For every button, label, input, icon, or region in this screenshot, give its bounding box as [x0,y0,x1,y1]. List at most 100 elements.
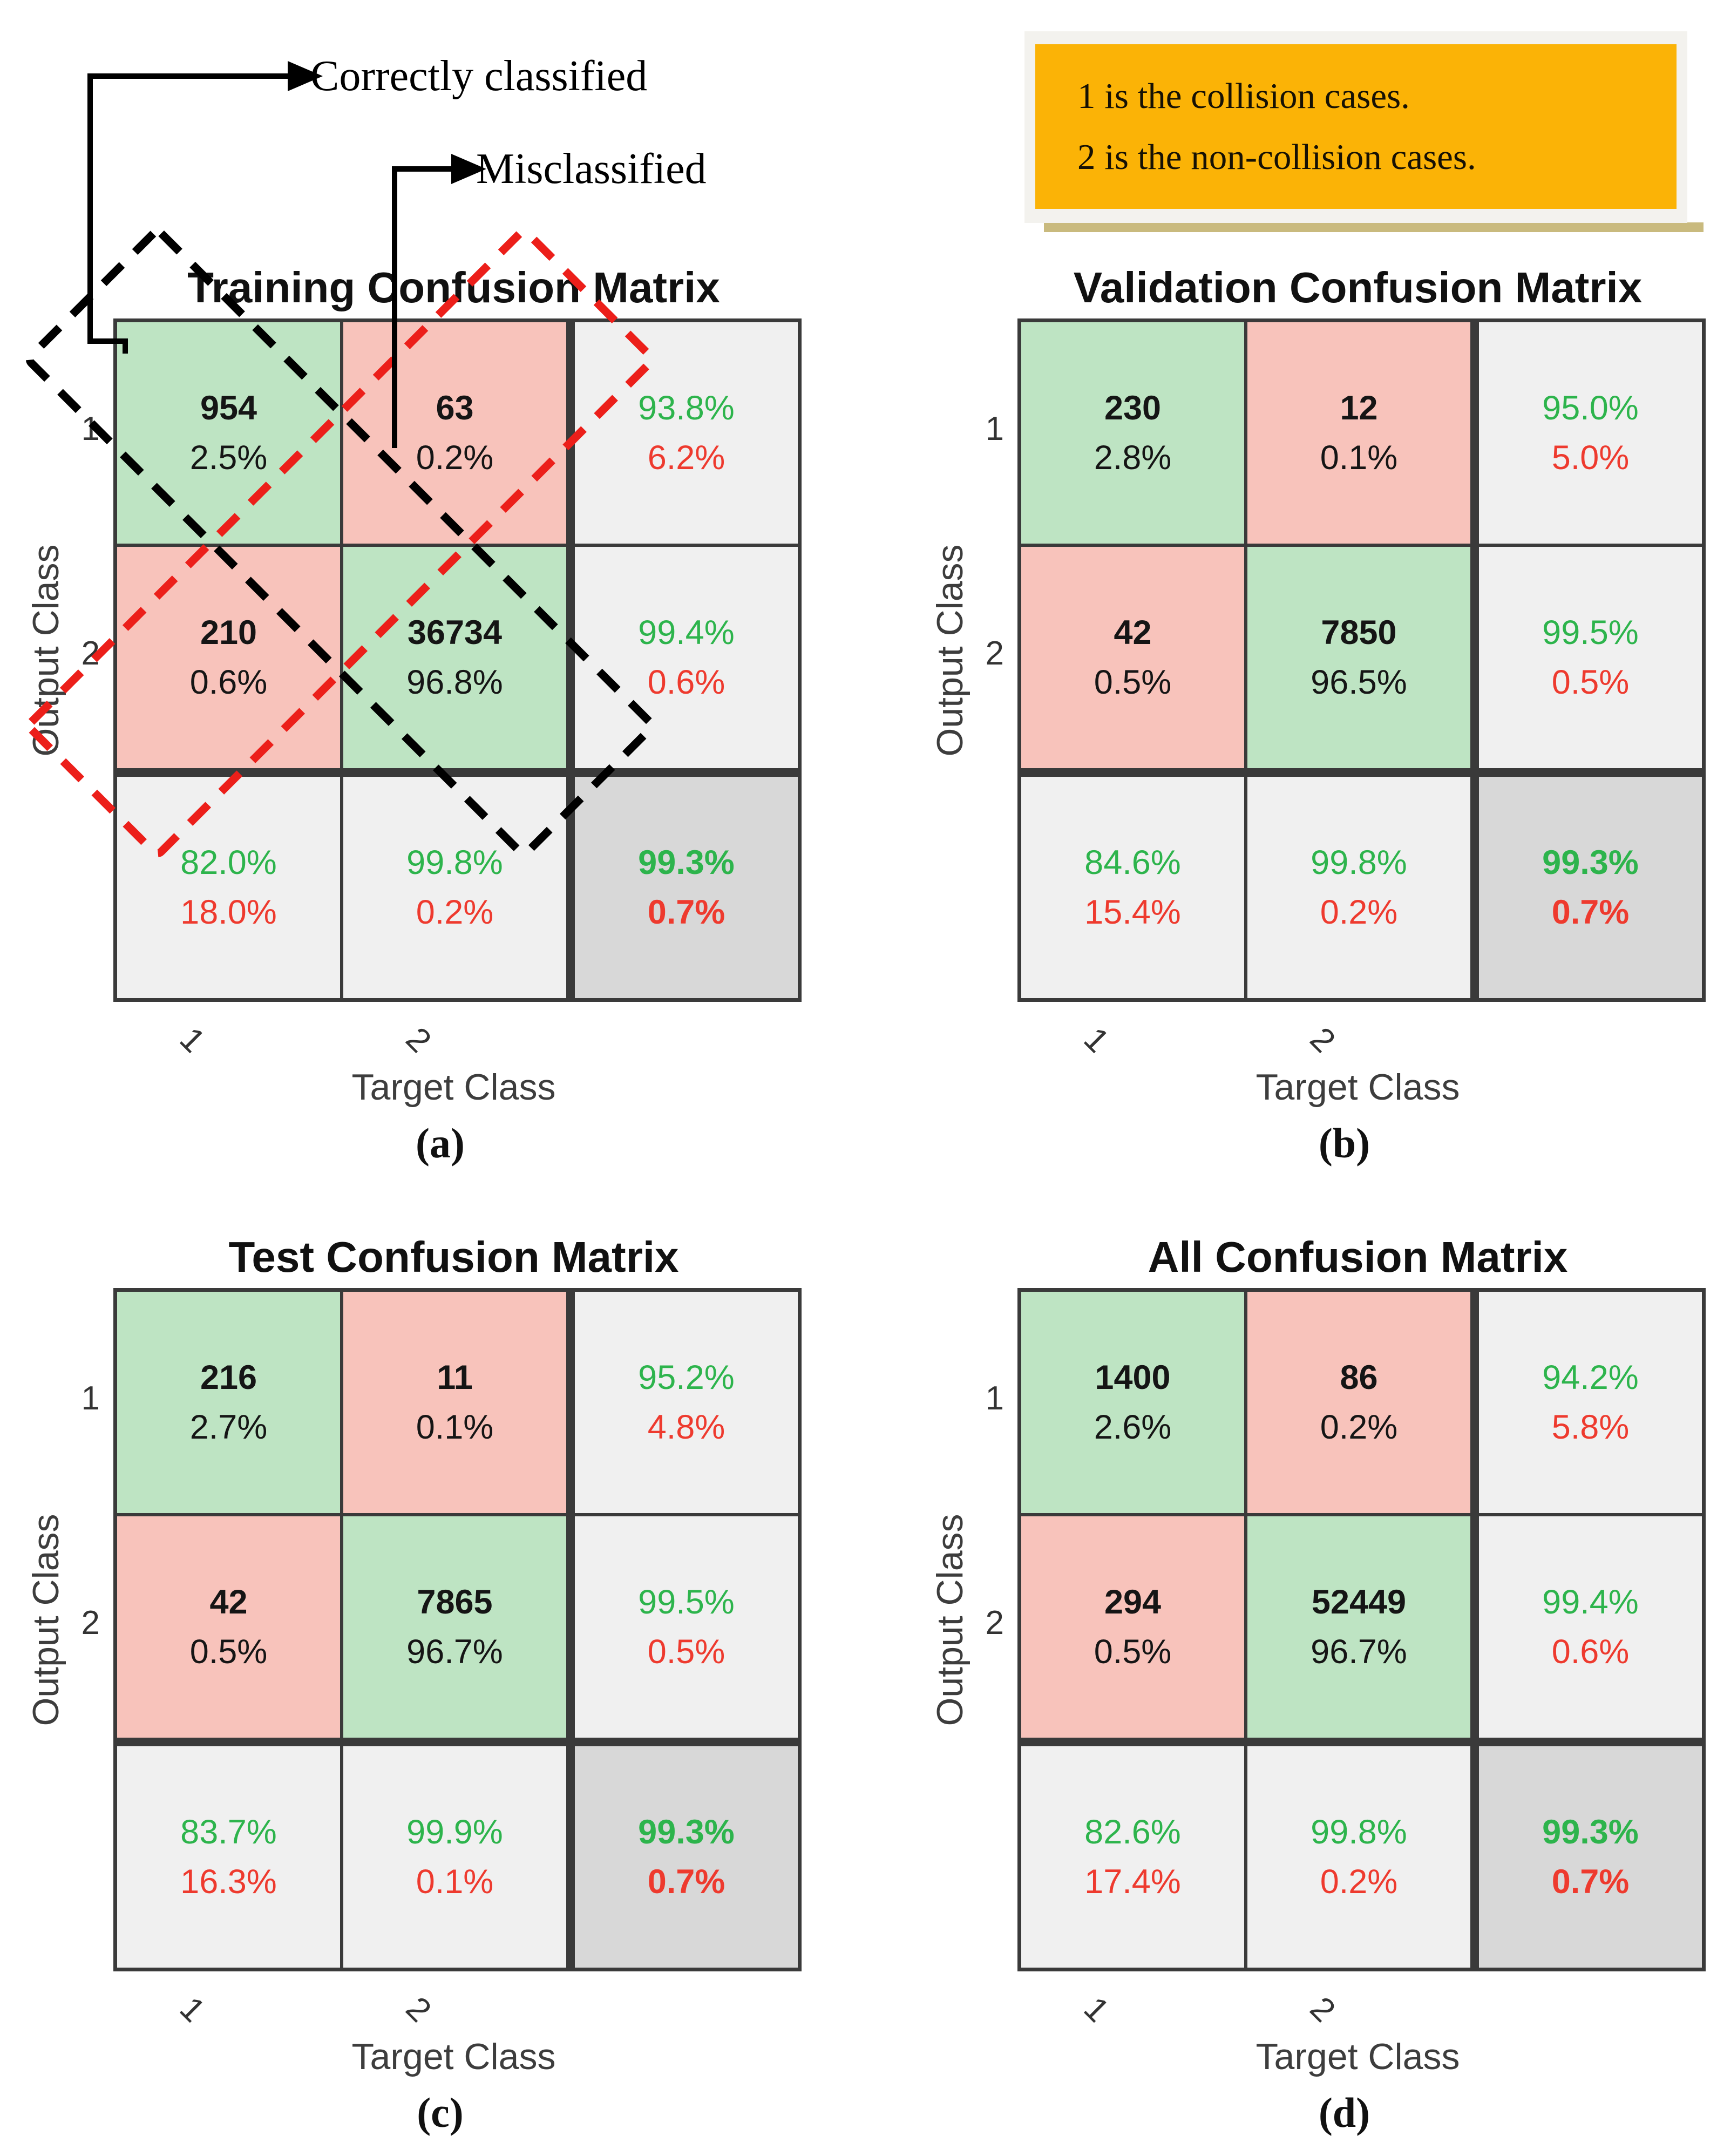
cell-line-2: 0.1% [416,1408,494,1446]
cell-line-2: 0.6% [1551,1633,1630,1671]
panel-caption-b: (b) [1318,1120,1370,1167]
cell-line-1: 82.0% [180,844,277,882]
cell-line-2: 18.0% [180,893,277,931]
cell-line-2: 0.6% [647,663,725,701]
cell-line-2: 0.7% [647,1863,725,1901]
x-axis-label-b: Target Class [1255,1067,1460,1108]
confusion-matrix-a: 954 2.5% 63 0.2% 93.8% 6.2% 210 0.6% 36734 96.8% 9… [113,318,802,1002]
cell-line-1: 63 [436,389,474,427]
cell-c-r3c1: 83.7% 16.3% [117,1746,340,1968]
panel-caption-c: (c) [417,2089,464,2136]
cell-a-r3c1: 82.0% 18.0% [117,777,340,998]
cell-c-r2c2: 7865 96.7% [343,1516,566,1738]
cell-line-1: 7865 [417,1583,493,1621]
cell-line-1: 99.9% [406,1813,503,1851]
ytick-b-1: 1 [985,410,1004,448]
cell-line-1: 294 [1104,1583,1162,1621]
cell-d-r1c1: 1400 2.6% [1021,1292,1244,1513]
cell-line-1: 82.6% [1084,1813,1181,1851]
cell-line-2: 96.5% [1311,663,1407,701]
cell-line-1: 216 [200,1359,257,1396]
cell-b-r3c2: 99.8% 0.2% [1247,777,1470,998]
cell-c-r2c1: 42 0.5% [117,1516,340,1738]
cell-line-2: 0.5% [1094,663,1172,701]
cell-line-1: 230 [1104,389,1162,427]
ytick-d-2: 2 [985,1604,1004,1642]
cell-line-1: 210 [200,614,257,652]
cell-line-1: 95.0% [1542,389,1639,427]
cell-line-1: 99.5% [1542,614,1639,652]
legend-box: 1 is the collision cases. 2 is the non-c… [1035,44,1677,209]
cell-line-2: 0.2% [1320,893,1398,931]
cell-line-2: 17.4% [1084,1863,1181,1901]
correctly-classified-label: Correctly classified [310,52,648,100]
ytick-d-1: 1 [985,1380,1004,1417]
cell-d-r2c1: 294 0.5% [1021,1516,1244,1738]
cell-c-r3c2: 99.9% 0.1% [343,1746,566,1968]
cell-d-r2c3: 99.4% 0.6% [1479,1516,1702,1738]
cell-c-r1c3: 95.2% 4.8% [575,1292,798,1513]
x-axis-label-d: Target Class [1255,2036,1460,2077]
legend-box-shadow [1044,222,1704,232]
cell-line-1: 42 [209,1583,248,1621]
cell-line-2: 0.2% [416,893,494,931]
cell-line-1: 7850 [1321,614,1397,652]
matrix-title-d: All Confusion Matrix [1148,1233,1568,1281]
cell-a-r1c1: 954 2.5% [117,322,340,544]
cell-line-1: 954 [200,389,257,427]
cell-line-1: 99.4% [638,614,735,652]
ytick-b-2: 2 [985,635,1004,672]
cell-line-1: 12 [1340,389,1378,427]
cell-line-2: 0.7% [1551,1863,1630,1901]
cell-line-2: 0.2% [416,439,494,477]
cell-line-2: 15.4% [1084,893,1181,931]
ytick-c-1: 1 [81,1380,100,1417]
cell-line-2: 6.2% [647,439,725,477]
cell-line-1: 95.2% [638,1359,735,1396]
cell-a-r3c3: 99.3% 0.7% [575,777,798,998]
cell-line-2: 5.0% [1551,439,1630,477]
panel-caption-d: (d) [1318,2089,1370,2136]
cell-line-1: 11 [437,1359,473,1396]
cell-a-r2c1: 210 0.6% [117,547,340,768]
cell-line-2: 2.5% [189,439,268,477]
cell-b-r2c2: 7850 96.5% [1247,547,1470,768]
legend-line-2: 2 is the non-collision cases. [1077,137,1476,177]
cell-line-1: 99.5% [638,1583,735,1621]
cell-a-r3c2: 99.8% 0.2% [343,777,566,998]
cell-line-1: 99.3% [1542,844,1639,882]
cell-line-2: 0.5% [1551,663,1630,701]
cell-line-2: 0.2% [1320,1863,1398,1901]
matrix-title-c: Test Confusion Matrix [228,1233,679,1281]
cell-line-2: 2.6% [1094,1408,1172,1446]
cell-line-2: 0.1% [1320,439,1398,477]
cell-d-r3c3: 99.3% 0.7% [1479,1746,1702,1968]
cell-d-r2c2: 52449 96.7% [1247,1516,1470,1738]
panel-caption-a: (a) [416,1120,465,1167]
cell-c-r2c3: 99.5% 0.5% [575,1516,798,1738]
confusion-matrix-c: 216 2.7% 11 0.1% 95.2% 4.8% 42 0.5% 7865 96.7% 99.… [113,1288,802,1971]
cell-line-1: 42 [1114,614,1152,652]
cell-b-r1c2: 12 0.1% [1247,322,1470,544]
confusion-matrix-b: 230 2.8% 12 0.1% 95.0% 5.0% 42 0.5% 7850 96.5% 99.… [1017,318,1706,1002]
cell-line-1: 94.2% [1542,1359,1639,1396]
cell-line-2: 0.1% [416,1863,494,1901]
confusion-matrix-d: 1400 2.6% 86 0.2% 94.2% 5.8% 294 0.5% 52449 96.7%… [1017,1288,1706,1971]
cell-line-2: 0.5% [647,1633,725,1671]
y-axis-label-b: Output Class [929,544,971,757]
y-axis-label-a: Output Class [25,544,66,757]
cell-line-2: 0.2% [1320,1408,1398,1446]
cell-line-2: 2.8% [1094,439,1172,477]
cell-line-1: 99.4% [1542,1583,1639,1621]
cell-d-r3c2: 99.8% 0.2% [1247,1746,1470,1968]
cell-b-r2c3: 99.5% 0.5% [1479,547,1702,768]
cell-d-r1c2: 86 0.2% [1247,1292,1470,1513]
y-axis-label-d: Output Class [929,1514,971,1726]
cell-b-r3c1: 84.6% 15.4% [1021,777,1244,998]
cell-line-1: 52449 [1311,1583,1407,1621]
cell-line-2: 96.7% [406,1633,503,1671]
cell-line-1: 84.6% [1084,844,1181,882]
cell-b-r3c3: 99.3% 0.7% [1479,777,1702,998]
cell-a-r2c2: 36734 96.8% [343,547,566,768]
